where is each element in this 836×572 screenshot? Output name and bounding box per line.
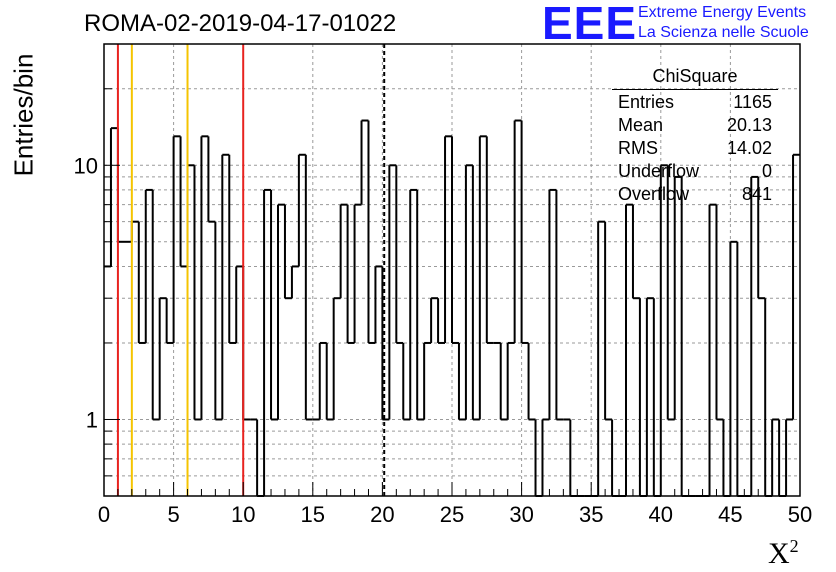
stats-row-underflow: Underflow 0 (618, 161, 772, 183)
stats-row-overflow: Overflow 841 (618, 184, 772, 206)
y-axis-label-wrap: Entries/bin (4, 40, 44, 190)
stats-row-rms: RMS 14.02 (618, 138, 772, 160)
y-axis-label: Entries/bin (8, 53, 39, 177)
stats-value: 1165 (733, 92, 772, 112)
stats-box: ChiSquare Entries 1165 Mean 20.13 RMS 14… (612, 66, 778, 206)
x-tick-label: 50 (788, 502, 812, 527)
x-axis-label-symbol: X (768, 537, 790, 570)
x-axis-label: X2 (768, 536, 799, 571)
y-tick-label: 1 (86, 407, 98, 432)
axes: 0 5 10 15 20 25 30 35 40 45 50 1 10 (74, 43, 812, 527)
stats-title: ChiSquare (652, 66, 738, 86)
x-tick-label: 45 (718, 502, 742, 527)
x-axis-label-superscript: 2 (789, 536, 799, 556)
chart-title: ROMA-02-2019-04-17-01022 (84, 10, 397, 37)
stats-row-mean: Mean 20.13 (618, 115, 772, 137)
vertical-marker-lines (116, 44, 386, 496)
stats-value: 841 (741, 184, 772, 204)
eee-logo-mark: EEE (542, 0, 638, 49)
stats-value: 14.02 (726, 138, 772, 158)
y-tick-label: 10 (74, 153, 98, 178)
stats-key: Mean (618, 115, 664, 135)
x-tick-label: 15 (301, 502, 325, 527)
stats-value: 0 (761, 161, 772, 181)
stats-row-entries: Entries 1165 (618, 92, 772, 114)
eee-logo-line2: La Scienza nelle Scuole (638, 24, 809, 41)
x-tick-label: 5 (167, 502, 179, 527)
stats-key: Overflow (618, 184, 690, 204)
x-tick-label: 40 (649, 502, 673, 527)
x-tick-label: 0 (98, 502, 110, 527)
x-tick-label: 20 (370, 502, 394, 527)
x-tick-label: 35 (579, 502, 603, 527)
eee-logo-line1: Extreme Energy Events (638, 4, 807, 21)
stats-value: 20.13 (726, 115, 772, 135)
eee-logo: EEE Extreme Energy Events La Scienza nel… (542, 0, 836, 49)
x-tick-label: 10 (231, 502, 255, 527)
x-tick-label: 30 (509, 502, 533, 527)
stats-key: Underflow (618, 161, 700, 181)
histogram-bars (104, 119, 800, 497)
stats-key: Entries (618, 92, 675, 112)
stats-divider (612, 89, 778, 90)
stats-key: RMS (618, 138, 658, 158)
x-tick-label: 25 (440, 502, 464, 527)
